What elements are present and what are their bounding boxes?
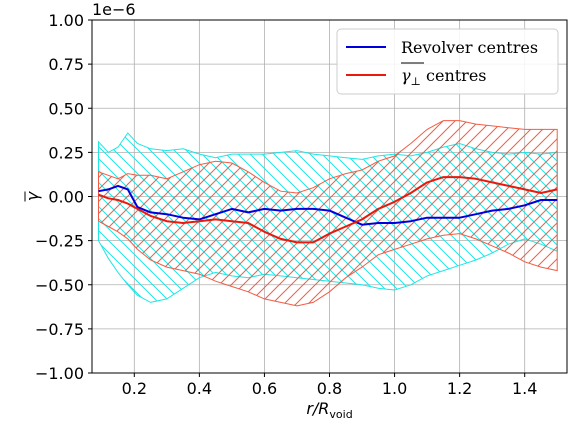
ticks: 0.2 0.4 0.6 0.8 1.0 1.2 1.4 1.00 0.75 0.50 0.25 0.0… bbox=[35, 11, 537, 398]
y-tick-label: −0.75 bbox=[35, 320, 84, 339]
y-tick-label: 0.50 bbox=[48, 99, 84, 118]
band-series-2 bbox=[98, 120, 558, 307]
y-axis-label-text: γ bbox=[23, 190, 42, 201]
y-tick-label: 0.25 bbox=[48, 143, 84, 162]
y-offset-label: 1e−6 bbox=[92, 0, 136, 19]
x-tick-label: 0.8 bbox=[317, 379, 342, 398]
y-tick-label: 1.00 bbox=[48, 11, 84, 30]
bands bbox=[98, 120, 558, 307]
y-tick-label: 0.75 bbox=[48, 55, 84, 74]
x-axis-label: r/Rvoid bbox=[306, 399, 352, 421]
y-tick-label: −0.50 bbox=[35, 276, 84, 295]
x-tick-label: 0.6 bbox=[252, 379, 277, 398]
x-tick-label: 0.2 bbox=[122, 379, 147, 398]
y-tick-label: 0.00 bbox=[48, 188, 84, 207]
legend: Revolver centres γ⊥ centres bbox=[336, 28, 559, 95]
line-series-2 bbox=[98, 176, 558, 244]
x-tick-label: 0.4 bbox=[187, 379, 212, 398]
x-tick-label: 1.4 bbox=[512, 379, 537, 398]
legend-label-2: γ⊥ centres bbox=[401, 66, 487, 88]
line-series-1 bbox=[98, 184, 558, 226]
y-axis-label: γ bbox=[23, 190, 42, 202]
legend-box bbox=[336, 28, 559, 95]
x-axis-label-text: r/Rvoid bbox=[306, 399, 352, 421]
y-tick-label: −1.00 bbox=[35, 364, 84, 383]
x-tick-label: 1.0 bbox=[382, 379, 407, 398]
x-tick-label: 1.2 bbox=[447, 379, 472, 398]
y-tick-label: −0.25 bbox=[35, 232, 84, 251]
legend-label-1: Revolver centres bbox=[401, 38, 538, 57]
lines bbox=[98, 176, 558, 244]
